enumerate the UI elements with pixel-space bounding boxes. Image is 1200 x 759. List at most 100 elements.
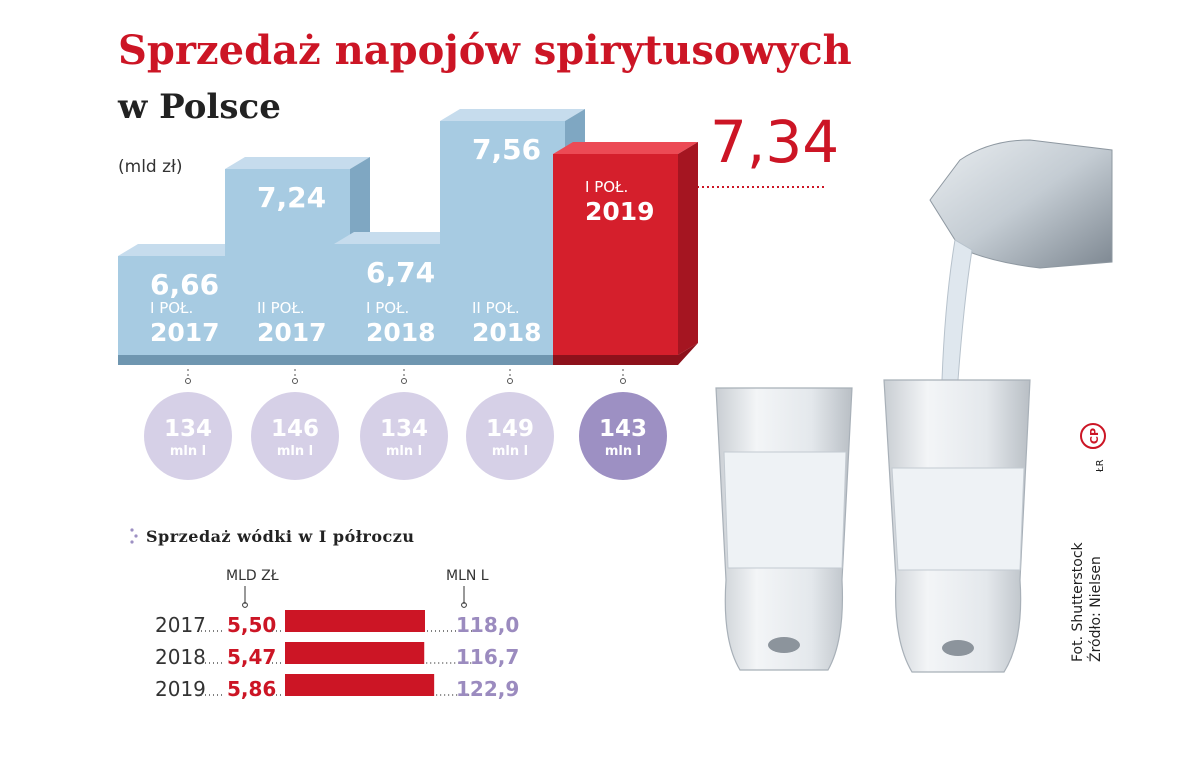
right-glass-base <box>942 640 974 656</box>
volume-header-pointer-dot <box>461 602 467 608</box>
volume-circle-2: 134 mln l <box>360 392 448 480</box>
box-top-face <box>553 142 698 154</box>
vodka-value-label: 5,47 <box>227 645 276 669</box>
volume-circle-shape <box>144 392 232 480</box>
source-credit-group: Źródło: Nielsen <box>1086 556 1104 662</box>
volume-circle-3: 149 mln l <box>466 392 554 480</box>
left-glass-base <box>768 637 800 653</box>
vodka-title: Sprzedaż wódki w I półroczu <box>146 527 415 546</box>
volume-circle-shape <box>466 392 554 480</box>
vodka-bar <box>285 674 435 696</box>
connector-dot <box>292 378 298 384</box>
value-header-pointer-dot <box>242 602 248 608</box>
vodka-year: 2019 <box>155 677 206 701</box>
box-bottom-shadow <box>553 343 698 365</box>
vodka-bar <box>285 610 425 632</box>
box-bottom-shadow <box>440 343 585 365</box>
vodka-year: 2018 <box>155 645 206 669</box>
box-period-label: II POŁ. <box>257 299 305 317</box>
box-front-face <box>553 154 678 355</box>
connector-dot <box>185 378 191 384</box>
volume-circle-1: 146 mln l <box>251 392 339 480</box>
box-year-label: 2019 <box>585 197 655 226</box>
cp-logo-icon: CP <box>1080 423 1106 449</box>
volume-column-header: MLN L <box>446 568 489 584</box>
bottle-neck-image <box>929 139 1113 269</box>
chart-title: Sprzedaż napojów spirytusowych <box>118 27 852 74</box>
section-bullet-icon <box>130 540 134 544</box>
volume-number: 146 <box>271 416 319 442</box>
value-box-0: 6,66I POŁ.2017 <box>118 244 263 365</box>
vodka-year: 2017 <box>155 613 206 637</box>
volume-circle-shape <box>579 392 667 480</box>
volume-unit: mln l <box>386 444 422 459</box>
volume-unit: mln l <box>492 444 528 459</box>
vodka-volume-label: 122,9 <box>456 677 519 701</box>
right-glass-liquid <box>891 467 1025 571</box>
vodka-bar <box>285 642 425 664</box>
box-value-label: 7,24 <box>257 181 326 214</box>
box-top-face <box>440 109 585 121</box>
volume-unit: mln l <box>170 444 206 459</box>
vodka-volume-label: 118,0 <box>456 613 519 637</box>
box-period-label: I POŁ. <box>366 299 409 317</box>
box-year-label: 2017 <box>150 318 220 347</box>
vodka-row-0: 2017 5,50 118,0 <box>155 610 519 637</box>
photo-credit-group: Fot. Shutterstock <box>1070 541 1086 662</box>
box-front-face <box>334 244 459 355</box>
cp-logo-text: CP <box>1088 428 1101 444</box>
volume-circles: 134 mln l 146 mln l 134 mln l 149 mln l 143 mln l <box>144 392 667 480</box>
section-bullet-icon <box>134 534 138 538</box>
author-credit: ŁR <box>1095 459 1106 473</box>
photo-credit: Fot. Shutterstock <box>1070 541 1086 662</box>
source-credit: Źródło: Nielsen <box>1086 556 1104 662</box>
box-year-label: 2017 <box>257 318 327 347</box>
vodka-section: Sprzedaż wódki w I półroczu MLD ZŁ MLN L… <box>130 527 519 701</box>
box-front-face <box>118 256 243 355</box>
box-top-face <box>225 157 370 169</box>
volume-unit: mln l <box>277 444 313 459</box>
box-year-label: 2018 <box>472 318 542 347</box>
volume-number: 134 <box>164 416 212 442</box>
author-credit-group: ŁR <box>1095 459 1106 473</box>
box-front-face <box>225 169 350 355</box>
section-bullet-icon <box>130 528 134 532</box>
volume-number: 143 <box>599 416 647 442</box>
box-year-label: 2018 <box>366 318 436 347</box>
connector-dot <box>401 378 407 384</box>
box-bottom-shadow <box>225 343 370 365</box>
value-column-header: MLD ZŁ <box>226 568 279 584</box>
vodka-value-label: 5,50 <box>227 613 276 637</box>
box-side-face <box>678 142 698 355</box>
volume-circle-4: 143 mln l <box>579 392 667 480</box>
connector-dot <box>507 378 513 384</box>
vodka-value-label: 5,86 <box>227 677 276 701</box>
volume-circle-shape <box>251 392 339 480</box>
volume-unit: mln l <box>605 444 641 459</box>
box-period-label: I POŁ. <box>585 178 628 196</box>
volume-circle-0: 134 mln l <box>144 392 232 480</box>
connector-dot <box>620 378 626 384</box>
box-front-face <box>440 121 565 355</box>
volume-number: 149 <box>486 416 534 442</box>
highlight-value: 7,34 <box>710 108 839 176</box>
vodka-row-2: 2019 5,86 122,9 <box>155 674 519 701</box>
box-period-label: I POŁ. <box>150 299 193 317</box>
vodka-photo <box>715 139 1113 673</box>
volume-number: 134 <box>380 416 428 442</box>
box-circle-connectors <box>185 369 626 384</box>
vodka-volume-label: 116,7 <box>456 645 519 669</box>
unit-label: (mld zł) <box>118 157 183 177</box>
box-value-label: 6,66 <box>150 268 219 301</box>
volume-circle-shape <box>360 392 448 480</box>
vodka-row-1: 2018 5,47 116,7 <box>155 642 519 669</box>
vodka-rows: 2017 5,50 118,0 2018 5,47 116,7 2019 5,86 122,9 <box>155 610 519 701</box>
box-period-label: II POŁ. <box>472 299 520 317</box>
box-value-label: 7,56 <box>472 133 541 166</box>
box-value-label: 6,74 <box>366 256 435 289</box>
chart-subtitle: w Polsce <box>117 87 281 127</box>
left-glass-liquid <box>723 451 847 569</box>
value-box-4: I POŁ.2019 <box>553 142 698 365</box>
